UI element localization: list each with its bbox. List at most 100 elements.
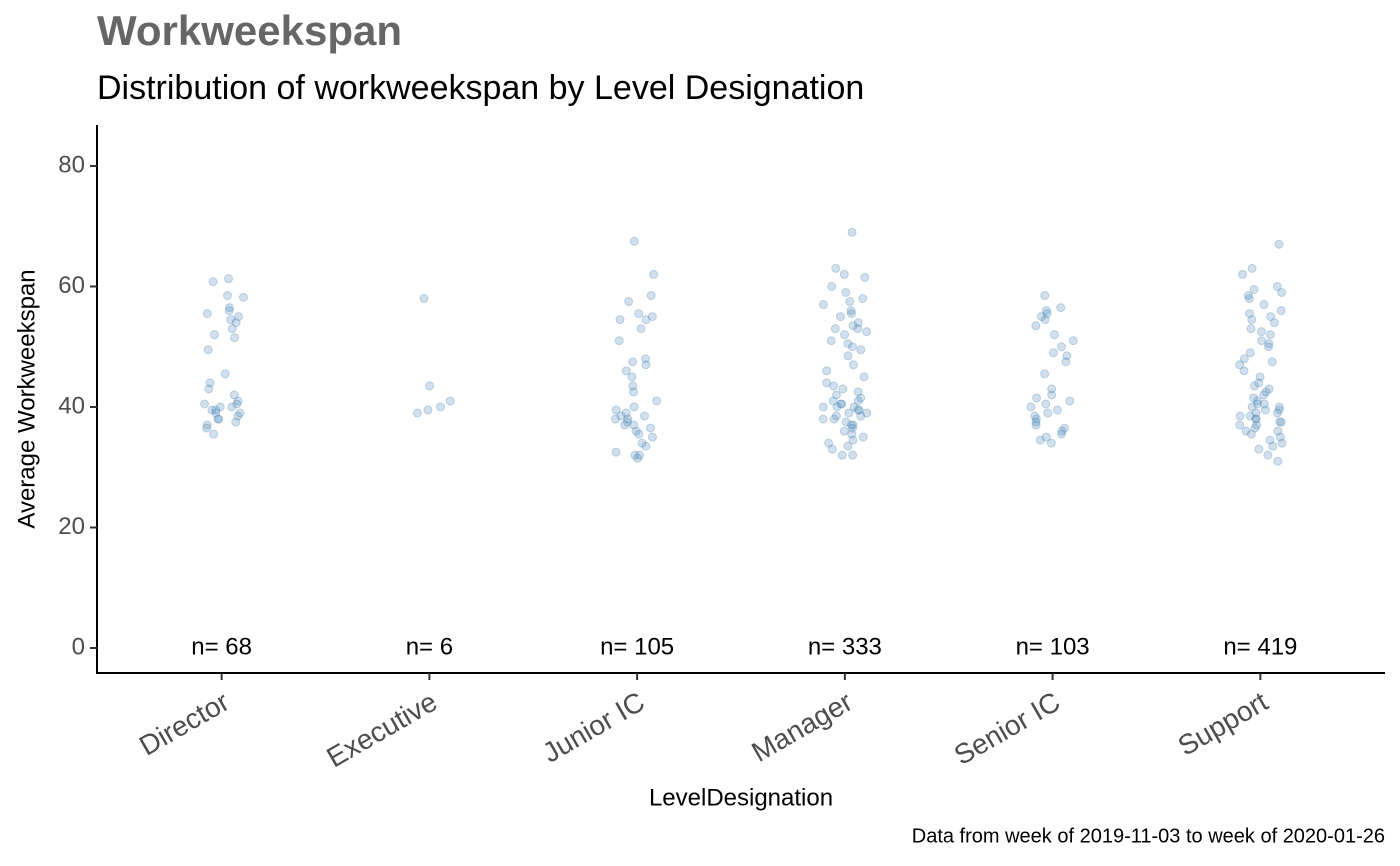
point [1052, 405, 1062, 415]
point [633, 453, 643, 463]
point [1263, 342, 1273, 352]
point [1251, 414, 1261, 424]
point [1261, 387, 1271, 397]
point [1059, 423, 1069, 433]
chart-subtitle: Distribution of workweekspan by Level De… [97, 69, 864, 107]
point [1068, 336, 1078, 346]
point [847, 429, 857, 439]
point [831, 411, 841, 421]
point [631, 426, 641, 436]
point [822, 378, 832, 388]
point [828, 396, 838, 406]
x-tick-label: Junior IC [537, 686, 650, 769]
point [1235, 420, 1245, 430]
point [1259, 390, 1269, 400]
point [1235, 411, 1245, 421]
point [1252, 396, 1262, 406]
point [837, 450, 847, 460]
point [229, 390, 239, 400]
point [622, 417, 632, 427]
point [610, 414, 620, 424]
point [1255, 372, 1265, 382]
x-tick-label: Executive [321, 686, 442, 774]
point [1276, 417, 1286, 427]
point [818, 300, 828, 310]
point [826, 336, 836, 346]
point [839, 269, 849, 279]
point [853, 387, 863, 397]
point [1249, 381, 1259, 391]
point [1238, 269, 1248, 279]
point [1031, 417, 1041, 427]
point [1047, 390, 1057, 400]
count-label: n= 419 [1223, 633, 1297, 660]
point [1239, 366, 1249, 376]
point [614, 336, 624, 346]
point [1057, 429, 1067, 439]
point [1273, 426, 1283, 436]
point [841, 417, 851, 427]
point [1256, 327, 1266, 337]
point [1268, 441, 1278, 451]
point [1040, 315, 1050, 325]
point [1249, 393, 1259, 403]
point [234, 312, 244, 322]
y-tick-label: 0 [72, 633, 85, 660]
point [629, 402, 639, 412]
point [848, 435, 858, 445]
point [213, 414, 223, 424]
point [634, 429, 644, 439]
point [202, 420, 212, 430]
point [1273, 456, 1283, 466]
point [1056, 303, 1066, 313]
count-label: n= 103 [1016, 633, 1090, 660]
point [1267, 357, 1277, 367]
point [831, 263, 841, 273]
point [225, 303, 235, 313]
point [1235, 360, 1245, 370]
point [634, 309, 644, 319]
point [238, 292, 248, 302]
point [1056, 342, 1066, 352]
point [620, 420, 630, 430]
point [1035, 435, 1045, 445]
point [436, 402, 446, 412]
caption: Data from week of 2019-11-03 to week of … [912, 825, 1385, 847]
point [847, 227, 857, 237]
point [844, 408, 854, 418]
point [827, 281, 837, 291]
point [647, 312, 657, 322]
point [846, 420, 856, 430]
point [1041, 432, 1051, 442]
point [854, 405, 864, 415]
point [1031, 420, 1041, 430]
point [1239, 354, 1249, 364]
point [1245, 411, 1255, 421]
point [847, 342, 857, 352]
point [1251, 408, 1261, 418]
point [628, 381, 638, 391]
point [1047, 384, 1057, 394]
point [827, 444, 837, 454]
count-label: n= 6 [406, 633, 453, 660]
point [208, 277, 218, 287]
point [858, 432, 868, 442]
point [233, 411, 243, 421]
point [1277, 288, 1287, 298]
point [630, 450, 640, 460]
point [841, 288, 851, 298]
point [848, 450, 858, 460]
point [847, 423, 857, 433]
point [832, 390, 842, 400]
point [839, 426, 849, 436]
point [629, 236, 639, 246]
x-tick-label: Senior IC [949, 686, 1066, 771]
point [1274, 405, 1284, 415]
count-label: n= 68 [191, 633, 252, 660]
point [611, 405, 621, 415]
point [1259, 300, 1269, 310]
point [635, 450, 645, 460]
point [616, 411, 626, 421]
point [1263, 450, 1273, 460]
point [624, 297, 634, 307]
